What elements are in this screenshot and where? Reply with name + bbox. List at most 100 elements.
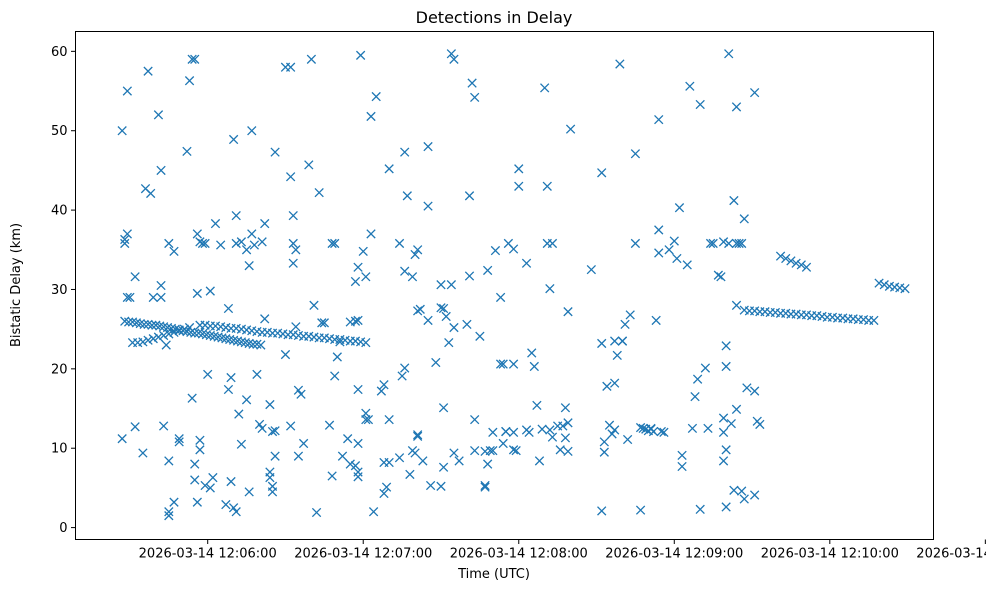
data-point: [547, 238, 558, 249]
data-point: [705, 238, 716, 249]
data-point: [682, 260, 692, 270]
data-point: [139, 319, 149, 330]
data-point: [330, 371, 340, 381]
data-point: [153, 110, 164, 120]
data-point: [436, 481, 446, 491]
data-point: [454, 456, 464, 466]
data-point: [749, 386, 760, 396]
data-point: [654, 225, 664, 235]
data-point: [405, 469, 415, 480]
data-point: [117, 126, 127, 136]
data-point: [630, 149, 641, 159]
data-point: [721, 341, 731, 351]
data-point: [345, 459, 355, 469]
x-axis-ticks: 2026-03-14 12:06:00 2026-03-14 12:07:00 20…: [139, 539, 986, 562]
data-point: [120, 238, 130, 249]
data-point: [425, 480, 436, 491]
data-point: [397, 371, 407, 381]
data-point: [311, 507, 322, 518]
data-point: [327, 471, 337, 481]
data-point: [153, 332, 164, 342]
data-point: [438, 462, 449, 472]
data-point: [529, 361, 539, 372]
data-point: [700, 363, 711, 373]
data-point: [739, 494, 749, 504]
x-axis-label: Time (UTC): [457, 567, 530, 582]
data-point: [475, 331, 485, 341]
data-point: [350, 276, 361, 287]
data-point: [413, 431, 423, 441]
data-point: [270, 426, 280, 436]
y-tick-label: 10: [51, 442, 68, 457]
data-point: [402, 191, 412, 201]
data-point: [122, 86, 133, 96]
data-point: [143, 66, 153, 76]
data-point: [444, 337, 454, 348]
data-point: [674, 203, 685, 213]
data-point: [187, 54, 197, 64]
data-point: [615, 59, 625, 69]
data-point: [288, 210, 298, 221]
data-point: [184, 322, 195, 333]
data-point: [446, 49, 457, 59]
data-point: [597, 168, 607, 178]
data-point: [724, 49, 734, 59]
data-point: [379, 488, 389, 499]
data-point: [742, 383, 752, 393]
data-point: [879, 280, 889, 290]
data-point: [521, 258, 532, 268]
data-point: [431, 357, 441, 368]
data-point: [446, 280, 457, 290]
data-point: [324, 420, 335, 430]
data-point: [192, 229, 202, 239]
data-point: [749, 87, 760, 98]
data-point: [231, 238, 241, 249]
data-point: [216, 240, 226, 250]
data-point: [563, 307, 573, 317]
data-point: [685, 81, 695, 91]
data-point: [270, 451, 280, 461]
data-markers: [117, 49, 910, 521]
data-point: [737, 238, 747, 249]
y-tick-label: 40: [51, 204, 68, 219]
data-point: [195, 435, 205, 445]
data-point: [721, 445, 731, 455]
data-point: [244, 487, 254, 497]
x-tick-label: 2026-03-14 12:09:00: [605, 547, 743, 562]
data-point: [314, 187, 324, 198]
data-point: [563, 446, 573, 457]
data-point: [249, 240, 260, 250]
data-point: [400, 266, 410, 276]
data-point: [708, 238, 718, 249]
data-point: [480, 482, 490, 492]
data-point: [257, 237, 267, 247]
data-point: [620, 319, 630, 330]
data-point: [236, 439, 247, 449]
data-point: [293, 385, 304, 395]
data-point: [400, 147, 410, 157]
data-point: [692, 374, 703, 384]
data-point: [187, 393, 197, 403]
data-point: [534, 456, 545, 466]
data-point: [164, 456, 174, 466]
data-point: [363, 414, 374, 425]
data-point: [597, 506, 607, 516]
data-point: [192, 497, 202, 507]
data-point: [371, 91, 381, 102]
data-point: [361, 337, 371, 348]
data-point: [781, 253, 791, 264]
data-point: [164, 507, 174, 517]
data-point: [327, 238, 337, 249]
data-point: [248, 339, 258, 349]
data-point: [223, 384, 234, 395]
data-point: [210, 218, 221, 229]
x-tick-label: 2026-03-14 12:06:00: [139, 547, 277, 562]
data-point: [267, 487, 278, 497]
data-point: [317, 318, 327, 328]
data-point: [293, 451, 304, 461]
data-point: [648, 426, 659, 437]
data-point: [337, 451, 348, 461]
data-point: [384, 164, 394, 174]
data-point: [117, 434, 127, 444]
